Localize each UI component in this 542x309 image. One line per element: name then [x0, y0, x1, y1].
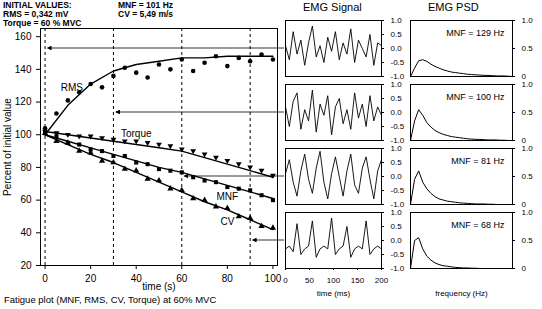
svg-text:60: 60 — [20, 194, 32, 205]
svg-text:0.5: 0.5 — [391, 30, 403, 39]
svg-text:120: 120 — [15, 96, 32, 107]
svg-text:0.5: 0.5 — [391, 222, 403, 231]
svg-text:0.0: 0.0 — [391, 44, 403, 53]
svg-text:-1.0: -1.0 — [391, 264, 405, 273]
svg-text:0.5: 0.5 — [391, 158, 403, 167]
svg-text:0.5: 0.5 — [522, 44, 534, 53]
html-text:Fatigue plot (MNF, RMS, CV, To: Fatigue plot (MNF, RMS, CV, Torque) at 6… — [4, 294, 217, 305]
svg-text:MNF: MNF — [217, 191, 239, 202]
svg-text:100: 100 — [15, 129, 32, 140]
svg-text:0.0: 0.0 — [391, 236, 403, 245]
svg-text:1.0: 1.0 — [522, 209, 534, 217]
svg-text:CV: CV — [220, 216, 234, 227]
svg-text:200: 200 — [375, 276, 389, 285]
svg-text:MNF = 81 Hz: MNF = 81 Hz — [451, 156, 505, 166]
svg-text:0: 0 — [522, 200, 527, 207]
svg-text:frequency (Hz): frequency (Hz) — [435, 289, 488, 298]
svg-text:time (s): time (s) — [142, 281, 175, 292]
svg-text:60: 60 — [176, 273, 188, 284]
svg-text:0: 0 — [522, 72, 527, 79]
svg-text:50: 50 — [305, 276, 314, 285]
svg-text:80: 80 — [222, 273, 234, 284]
svg-text:MNF = 68 Hz: MNF = 68 Hz — [451, 220, 505, 230]
svg-text:Torque: Torque — [121, 128, 152, 139]
svg-text:1.0: 1.0 — [391, 81, 403, 89]
svg-text:1.0: 1.0 — [391, 17, 403, 25]
svg-text:140: 140 — [15, 64, 32, 75]
svg-text:time (ms): time (ms) — [317, 289, 351, 298]
svg-text:40: 40 — [20, 227, 32, 238]
svg-text:20: 20 — [20, 260, 32, 271]
svg-text:0.5: 0.5 — [391, 94, 403, 103]
svg-text:MNF = 100 Hz: MNF = 100 Hz — [446, 92, 505, 102]
svg-text:0.0: 0.0 — [391, 172, 403, 181]
svg-text:0.5: 0.5 — [522, 108, 534, 117]
svg-text:0.0: 0.0 — [391, 108, 403, 117]
svg-text:0: 0 — [522, 264, 527, 273]
svg-text:-0.5: -0.5 — [391, 250, 405, 259]
svg-text:MNF = 129 Hz: MNF = 129 Hz — [446, 28, 505, 38]
svg-text:-0.5: -0.5 — [391, 186, 405, 195]
svg-text:0: 0 — [283, 276, 288, 285]
svg-text:20: 20 — [85, 273, 97, 284]
html-text:Torque = 60 % MVC: Torque = 60 % MVC — [3, 18, 82, 28]
svg-text:80: 80 — [20, 162, 32, 173]
svg-text:1.0: 1.0 — [522, 81, 534, 89]
svg-text:1.0: 1.0 — [522, 145, 534, 153]
html-text:EMG PSD: EMG PSD — [428, 1, 479, 13]
svg-text:0.5: 0.5 — [522, 172, 534, 181]
svg-text:1.0: 1.0 — [391, 209, 403, 217]
svg-text:1.0: 1.0 — [391, 145, 403, 153]
svg-text:100: 100 — [265, 273, 282, 284]
svg-text:Percent of initial value: Percent of initial value — [2, 98, 13, 196]
svg-text:RMS: RMS — [61, 82, 84, 93]
svg-text:150: 150 — [351, 276, 365, 285]
html-text:RMS = 0,342 mV: RMS = 0,342 mV — [3, 9, 69, 19]
html-text:INITIAL VALUES:: INITIAL VALUES: — [3, 0, 72, 10]
svg-text:-0.5: -0.5 — [391, 58, 405, 67]
svg-text:0: 0 — [42, 273, 48, 284]
svg-text:160: 160 — [15, 31, 32, 42]
svg-text:-1.0: -1.0 — [391, 200, 405, 207]
html-text:MNF = 101 Hz: MNF = 101 Hz — [118, 0, 173, 10]
html-text:EMG Signal: EMG Signal — [303, 1, 362, 13]
svg-text:100: 100 — [327, 276, 341, 285]
svg-text:40: 40 — [131, 273, 143, 284]
svg-text:-1.0: -1.0 — [391, 136, 405, 143]
svg-text:-1.0: -1.0 — [391, 72, 405, 79]
html-text:CV = 5,49 m/s: CV = 5,49 m/s — [118, 9, 173, 19]
svg-text:1.0: 1.0 — [522, 17, 534, 25]
svg-text:-0.5: -0.5 — [391, 122, 405, 131]
svg-text:0.5: 0.5 — [522, 236, 534, 245]
svg-text:0: 0 — [522, 136, 527, 143]
